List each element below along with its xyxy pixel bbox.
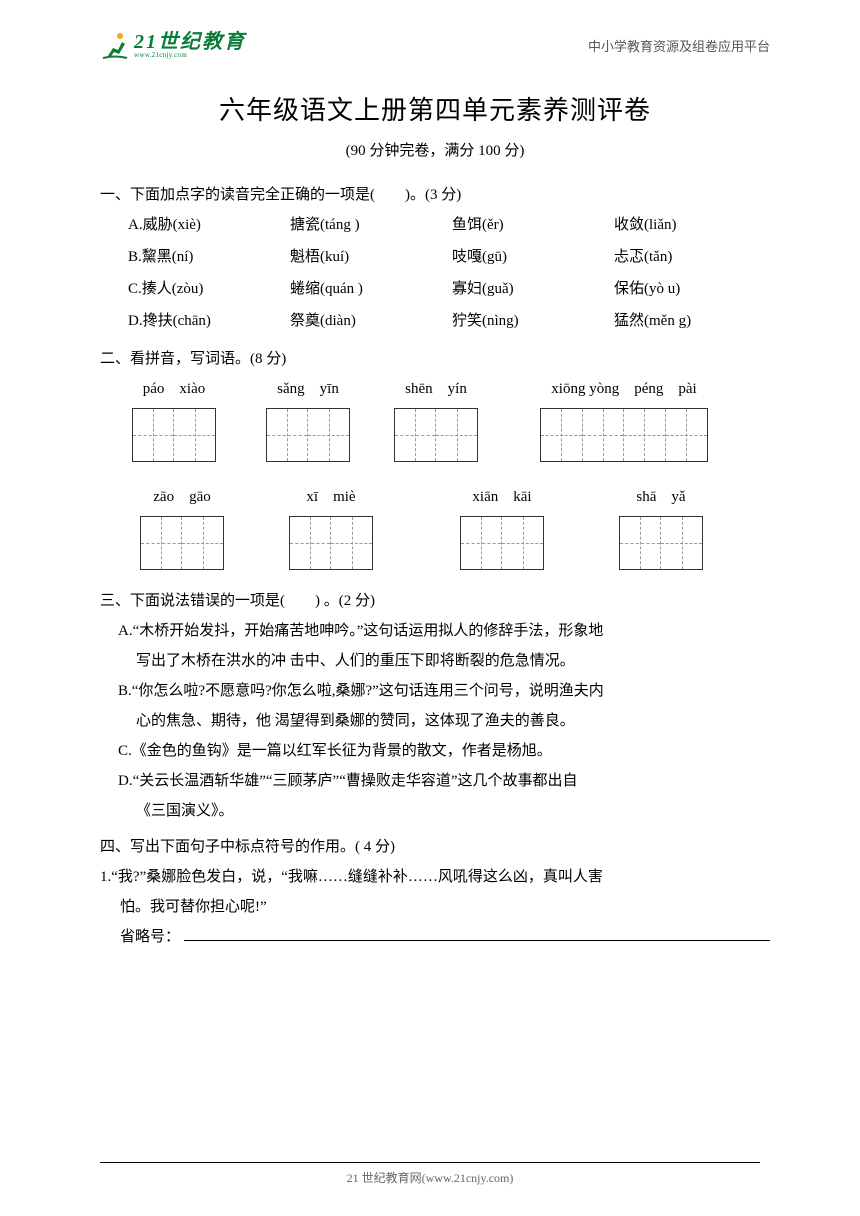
pinyin-label: sǎng yīn [238, 374, 378, 404]
char-box[interactable] [502, 517, 543, 569]
option-row: A.威胁(xiè)搪瓷(táng )鱼饵(ěr)收敛(liǎn) [100, 210, 770, 240]
pinyin-label: shēn yín [378, 374, 494, 404]
q2-head: 二、看拼音，写词语。(8 分) [100, 344, 770, 374]
pinyin-row-1: páo xiàosǎng yīnshēn yínxiōng yòng péng … [100, 374, 770, 462]
question-3: 三、下面说法错误的一项是( ) 。(2 分) A.“木桥开始发抖，开始痛苦地呻吟… [100, 586, 770, 826]
pinyin-row-2: zāo gāoxī mièxiān kāishā yǎ [100, 482, 770, 570]
q3-option-line: 心的焦急、期待，他 渴望得到桑娜的赞同，这体现了渔夫的善良。 [118, 706, 770, 736]
pinyin-label: shā yǎ [596, 482, 726, 512]
char-box[interactable] [661, 517, 702, 569]
char-box[interactable] [308, 409, 349, 461]
q4-item1-line1: 1.“我?”桑娜脸色发白，说，“我嘛……缝缝补补……风吼得这么凶，真叫人害 [100, 862, 770, 892]
option-cell: A.威胁(xiè) [128, 210, 290, 240]
pinyin-group: sǎng yīn [238, 374, 378, 462]
option-row: C.揍人(zòu)蜷缩(quán )寡妇(guǎ)保佑(yò u) [100, 274, 770, 304]
char-box[interactable] [174, 409, 215, 461]
char-box[interactable] [620, 517, 661, 569]
char-box[interactable] [624, 409, 666, 461]
option-cell: 祭奠(diàn) [290, 306, 452, 336]
char-box[interactable] [267, 409, 308, 461]
option-row: D.搀扶(chān)祭奠(diàn)狞笑(nìng)猛然(měn g) [100, 306, 770, 336]
char-box[interactable] [395, 409, 436, 461]
pinyin-group: xiōng yòng péng pài [494, 374, 754, 462]
logo-sub-text: www.21cnjy.com [134, 52, 246, 59]
char-boxes[interactable] [289, 516, 373, 570]
option-cell: 吱嘎(gū) [452, 242, 614, 272]
char-boxes[interactable] [540, 408, 708, 462]
logo-main-text: 21世纪教育 [134, 32, 246, 52]
char-boxes[interactable] [619, 516, 703, 570]
option-cell: 猛然(měn g) [614, 306, 764, 336]
char-boxes[interactable] [394, 408, 478, 462]
pinyin-group: shā yǎ [596, 482, 726, 570]
pinyin-group: xī miè [254, 482, 408, 570]
header-right-text: 中小学教育资源及组卷应用平台 [588, 36, 770, 55]
question-2: 二、看拼音，写词语。(8 分) páo xiàosǎng yīnshēn yín… [100, 344, 770, 570]
content: 六年级语文上册第四单元素养测评卷 (90 分钟完卷，满分 100 分) 一、下面… [0, 70, 860, 952]
option-cell: 搪瓷(táng ) [290, 210, 452, 240]
pinyin-label: xiōng yòng péng pài [494, 374, 754, 404]
q3-option-line: D.“关云长温酒斩华雄”“三顾茅庐”“曹操败走华容道”这几个故事都出自 [118, 766, 770, 796]
char-box[interactable] [461, 517, 502, 569]
option-cell: 收敛(liǎn) [614, 210, 764, 240]
answer-underline [184, 940, 770, 941]
q4-item1-line2: 怕。我可替你担心呢!” [100, 892, 770, 922]
pinyin-group: páo xiào [110, 374, 238, 462]
footer-text: 21 世纪教育网(www.21cnjy.com) [347, 1171, 514, 1185]
option-cell: B.黧黑(ní) [128, 242, 290, 272]
pinyin-group: zāo gāo [110, 482, 254, 570]
q3-option-line: C.《金色的鱼钩》是一篇以红军长征为背景的散文，作者是杨旭。 [118, 736, 770, 766]
exam-subtitle: (90 分钟完卷，满分 100 分) [100, 139, 770, 160]
pinyin-label: páo xiào [110, 374, 238, 404]
option-cell: 狞笑(nìng) [452, 306, 614, 336]
q3-option-line: 《三国演义》。 [118, 796, 770, 826]
logo: 21世纪教育 www.21cnjy.com [100, 30, 246, 60]
q4-answer-label: 省略号： [120, 922, 180, 952]
page-footer: 21 世纪教育网(www.21cnjy.com) [0, 1162, 860, 1186]
char-boxes[interactable] [140, 516, 224, 570]
q3-option-line: B.“你怎么啦?不愿意吗?你怎么啦,桑娜?”这句话连用三个问号，说明渔夫内 [118, 676, 770, 706]
q3-option-line: 写出了木桥在洪水的冲 击中、人们的重压下即将断裂的危急情况。 [118, 646, 770, 676]
char-boxes[interactable] [266, 408, 350, 462]
option-cell: 鱼饵(ěr) [452, 210, 614, 240]
option-cell: 寡妇(guǎ) [452, 274, 614, 304]
option-cell: C.揍人(zòu) [128, 274, 290, 304]
char-boxes[interactable] [132, 408, 216, 462]
char-box[interactable] [290, 517, 331, 569]
question-4: 四、写出下面句子中标点符号的作用。( 4 分) 1.“我?”桑娜脸色发白，说，“… [100, 832, 770, 952]
q3-option-line: A.“木桥开始发抖，开始痛苦地呻吟。”这句话运用拟人的修辞手法，形象地 [118, 616, 770, 646]
pinyin-group: shēn yín [378, 374, 494, 462]
page-header: 21世纪教育 www.21cnjy.com 中小学教育资源及组卷应用平台 [0, 0, 860, 70]
q4-head: 四、写出下面句子中标点符号的作用。( 4 分) [100, 832, 770, 862]
runner-icon [100, 30, 130, 60]
option-cell: 保佑(yò u) [614, 274, 764, 304]
option-row: B.黧黑(ní)魁梧(kuí)吱嘎(gū)忐忑(tǎn) [100, 242, 770, 272]
char-box[interactable] [666, 409, 707, 461]
q1-head: 一、下面加点字的读音完全正确的一项是( )。(3 分) [100, 180, 770, 210]
pinyin-label: zāo gāo [110, 482, 254, 512]
char-box[interactable] [141, 517, 182, 569]
option-cell: 魁梧(kuí) [290, 242, 452, 272]
q4-answer-line: 省略号： [100, 922, 770, 952]
char-box[interactable] [436, 409, 477, 461]
char-box[interactable] [541, 409, 583, 461]
option-cell: D.搀扶(chān) [128, 306, 290, 336]
char-box[interactable] [182, 517, 223, 569]
pinyin-group: xiān kāi [408, 482, 596, 570]
pinyin-label: xī miè [254, 482, 408, 512]
question-1: 一、下面加点字的读音完全正确的一项是( )。(3 分) A.威胁(xiè)搪瓷(… [100, 180, 770, 336]
option-cell: 忐忑(tǎn) [614, 242, 764, 272]
option-cell: 蜷缩(quán ) [290, 274, 452, 304]
char-box[interactable] [583, 409, 625, 461]
exam-title: 六年级语文上册第四单元素养测评卷 [100, 90, 770, 127]
char-boxes[interactable] [460, 516, 544, 570]
q3-head: 三、下面说法错误的一项是( ) 。(2 分) [100, 586, 770, 616]
pinyin-label: xiān kāi [408, 482, 596, 512]
char-box[interactable] [331, 517, 372, 569]
char-box[interactable] [133, 409, 174, 461]
